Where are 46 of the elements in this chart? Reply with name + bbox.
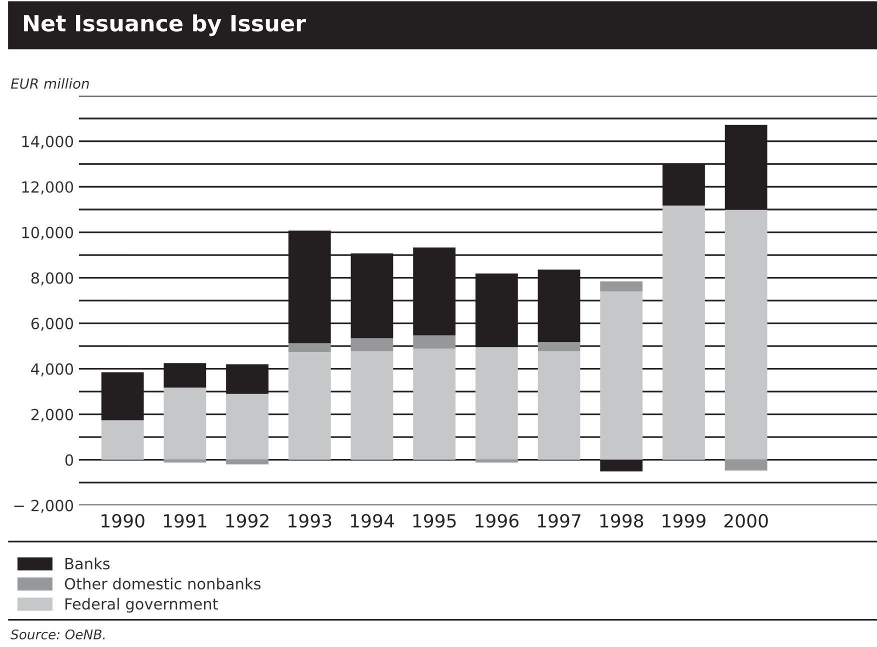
- bar: [724, 460, 768, 470]
- y-axis-title: EUR million: [10, 78, 89, 89]
- source-note: Source: OeNB.: [10, 629, 105, 640]
- y-tick-label: 10,000: [22, 226, 74, 240]
- bar: [413, 335, 456, 349]
- x-tick-label: 1997: [538, 514, 580, 528]
- bar: [226, 394, 268, 460]
- bar: [724, 210, 768, 460]
- y-tick-label: 0: [65, 454, 74, 466]
- bar: [413, 348, 456, 460]
- bar: [101, 420, 144, 460]
- y-tick-label: 12,000: [22, 181, 74, 194]
- x-tick-label: 1996: [476, 514, 519, 528]
- y-tick-label: 2,000: [31, 408, 74, 422]
- bar: [538, 342, 580, 352]
- x-tick-label: 1998: [600, 514, 644, 528]
- chart-title: Net Issuance by Issuer: [24, 14, 306, 36]
- y-tick-label: − 2,000: [14, 500, 74, 513]
- legend-label: Banks: [65, 558, 110, 570]
- y-tick-label: 14,000: [22, 136, 74, 149]
- y-tick-label: 6,000: [31, 318, 74, 331]
- bar: [475, 347, 518, 460]
- x-tick-label: 1994: [350, 514, 394, 528]
- y-tick-label: 4,000: [31, 363, 74, 376]
- y-tick-label: 8,000: [31, 272, 74, 286]
- bar: [350, 351, 394, 460]
- bar: [164, 388, 206, 460]
- x-tick-label: 1993: [288, 514, 332, 528]
- legend-label: Federal government: [65, 598, 218, 613]
- bar: [288, 343, 331, 352]
- bar: [226, 460, 268, 464]
- bar: [600, 281, 643, 292]
- x-tick-label: 1990: [102, 514, 144, 528]
- bar: [288, 352, 331, 460]
- bar: [662, 206, 705, 460]
- bar: [164, 460, 206, 463]
- bar: [538, 351, 580, 460]
- x-tick-label: 1995: [413, 514, 456, 528]
- legend-label: Other domestic nonbanks: [64, 578, 261, 590]
- x-tick-label: 2000: [724, 514, 768, 528]
- bar: [600, 291, 643, 460]
- bar: [475, 460, 518, 463]
- x-tick-label: 1999: [662, 514, 706, 528]
- x-tick-label: 1992: [226, 514, 268, 528]
- x-tick-label: 1991: [164, 514, 206, 528]
- bar: [350, 338, 394, 352]
